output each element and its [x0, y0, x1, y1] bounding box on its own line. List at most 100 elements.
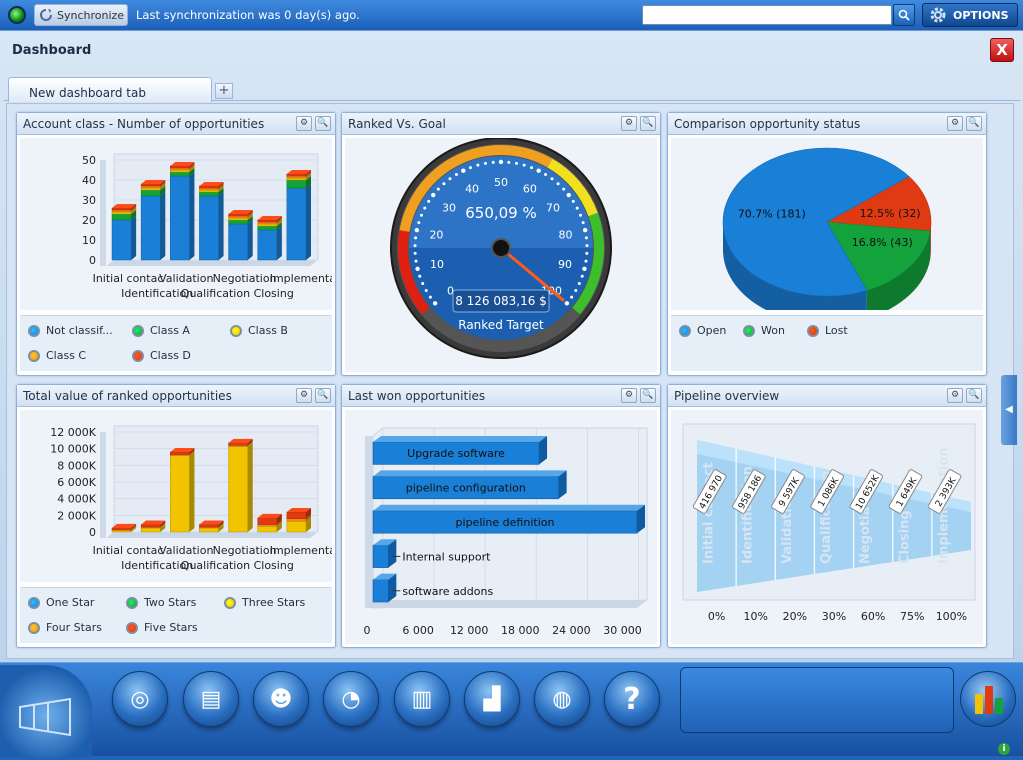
legend-item[interactable]: Class D [132, 349, 191, 362]
help-button[interactable]: ? [604, 671, 660, 727]
legend-swatch [230, 324, 242, 337]
total-value-chart: 12 000K 10 000K 8 000K 6 000K 4 000K 2 000K 0 I… [50, 425, 336, 572]
settings-icon[interactable]: ⚙ [296, 388, 312, 403]
legend-item[interactable]: Three Stars [224, 596, 305, 609]
bar-label: pipeline configuration [406, 482, 526, 495]
contacts-button[interactable]: ▤ [183, 671, 239, 727]
gauge-tick-dot [530, 166, 534, 170]
settings-icon[interactable]: ⚙ [947, 116, 963, 131]
legend-label: Five Stars [144, 621, 198, 634]
search-input[interactable] [642, 5, 892, 25]
chart-area: Initial contact 416 970 0% Identification 95… [671, 410, 983, 644]
zoom-icon[interactable]: 🔍 [315, 388, 331, 403]
side-panel-toggle[interactable]: ◀ [1001, 375, 1017, 445]
panel-tools: ⚙ 🔍 [296, 116, 331, 131]
add-tab-button[interactable]: + [215, 83, 233, 99]
settings-icon[interactable]: ⚙ [621, 388, 637, 403]
gear-icon [930, 7, 946, 23]
bar-segment [199, 189, 219, 193]
panel-title-bar: Last won opportunities ⚙ 🔍 [342, 385, 660, 407]
panel-tools: ⚙ 🔍 [621, 388, 656, 403]
zoom-icon[interactable]: 🔍 [640, 388, 656, 403]
settings-icon[interactable]: ⚙ [296, 116, 312, 131]
chart-area: 50 40 30 20 10 0 Initial contac Validation Negot… [20, 138, 336, 310]
funnel-pct-label: 100% [936, 610, 967, 623]
y-tick-label: 50 [82, 154, 96, 167]
chart-legend: Not classif... Class A Class B Class C Class… [20, 315, 332, 371]
search-button[interactable] [893, 4, 915, 26]
bar-segment-side [131, 526, 137, 532]
bar-segment [199, 524, 219, 528]
zoom-icon[interactable]: 🔍 [315, 116, 331, 131]
info-icon[interactable]: i [998, 743, 1010, 755]
zoom-icon[interactable]: 🔍 [966, 388, 982, 403]
target-button[interactable]: ◎ [112, 671, 168, 727]
bar-segment-side [218, 188, 224, 196]
panel-title: Total value of ranked opportunities [23, 389, 232, 403]
bar-segment-side [189, 164, 195, 170]
gauge-color-band [399, 145, 553, 232]
bar-top [373, 470, 567, 477]
bar-segment-side [160, 180, 166, 186]
bar-segment-side [189, 451, 195, 532]
pie-slice [826, 221, 931, 291]
x-tick-label: 30 000 [603, 624, 642, 637]
settings-icon[interactable]: ⚙ [621, 116, 637, 131]
legend-label: Class C [46, 349, 87, 362]
legend-item[interactable]: Won [743, 324, 785, 337]
legend-item[interactable]: Class B [230, 324, 288, 337]
close-button[interactable]: X [990, 38, 1014, 62]
reports-icon [975, 686, 1003, 714]
y-tick-label: 30 [82, 194, 96, 207]
legend-item[interactable]: Lost [807, 324, 848, 337]
gauge-tick-dot [419, 213, 423, 217]
legend-item[interactable]: Not classif... [28, 324, 113, 337]
legend-item[interactable]: Two Stars [126, 596, 196, 609]
chart-area: 12.5% (32) 16.8% (43) 70.7% (181) [671, 138, 983, 324]
bar-segment-side [131, 210, 137, 220]
gauge-tick-dot [536, 168, 541, 173]
x-tick-label: Closing [254, 287, 294, 300]
bar-top [170, 448, 195, 452]
panel-title-bar: Total value of ranked opportunities ⚙ 🔍 [17, 385, 335, 407]
bar-segment [140, 189, 161, 197]
dashboard-area: Dashboard X New dashboard tab + Account … [0, 30, 1023, 662]
support-button[interactable]: ◍ [534, 671, 590, 727]
bar-segment [286, 173, 307, 177]
reports-button[interactable] [960, 671, 1016, 727]
legend-swatch [807, 324, 819, 337]
bar-segment [170, 175, 190, 261]
legend-swatch [132, 349, 144, 362]
legend-item[interactable]: Four Stars [28, 621, 102, 634]
legend-item[interactable]: Class C [28, 349, 86, 362]
pie-slice-side [723, 222, 867, 324]
gauge-tick-dot [571, 199, 575, 203]
printer-button[interactable]: ▥ [394, 671, 450, 727]
bar-chart-button[interactable]: ▟ [464, 671, 520, 727]
gauge-tick-dot [448, 177, 452, 181]
legend-item[interactable]: Open [679, 324, 726, 337]
bar-segment-side [276, 216, 282, 222]
legend-label: Two Stars [144, 596, 197, 609]
bar-segment [199, 191, 219, 197]
gauge-tick-dot [423, 206, 427, 210]
zoom-icon[interactable]: 🔍 [966, 116, 982, 131]
options-button[interactable]: OPTIONS [922, 3, 1018, 27]
tab-new-dashboard[interactable]: New dashboard tab [8, 77, 212, 102]
bar-top [373, 573, 397, 580]
zoom-icon[interactable]: 🔍 [640, 116, 656, 131]
settings-icon[interactable]: ⚙ [947, 388, 963, 403]
person-button[interactable]: ☻ [253, 671, 309, 727]
home-button[interactable] [0, 665, 92, 757]
legend-item[interactable]: One Star [28, 596, 94, 609]
legend-item[interactable]: Class A [132, 324, 190, 337]
bar-top [112, 523, 137, 528]
gauge-needle [500, 246, 565, 302]
legend-item[interactable]: Five Stars [126, 621, 198, 634]
bar-segment [257, 219, 278, 223]
legend-swatch [743, 324, 755, 337]
bar-segment-side [218, 182, 224, 188]
synchronize-button[interactable]: Synchronize [34, 4, 128, 26]
gauge-tick-dot [414, 227, 420, 233]
pie-button[interactable]: ◔ [323, 671, 379, 727]
